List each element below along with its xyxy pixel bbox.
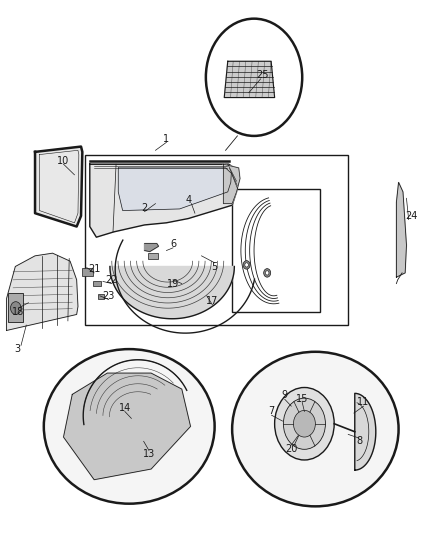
- Bar: [98, 294, 104, 298]
- Text: 6: 6: [170, 239, 176, 249]
- Text: 20: 20: [285, 444, 297, 454]
- Text: 3: 3: [14, 344, 21, 354]
- Text: 4: 4: [185, 195, 191, 205]
- Bar: [8, 293, 23, 322]
- Polygon shape: [90, 164, 239, 237]
- Circle shape: [243, 261, 250, 269]
- Polygon shape: [224, 61, 275, 98]
- Text: 23: 23: [102, 291, 115, 301]
- Circle shape: [206, 19, 302, 136]
- Text: 13: 13: [143, 449, 155, 459]
- Text: 18: 18: [12, 307, 25, 317]
- Text: 11: 11: [357, 398, 370, 407]
- Text: 21: 21: [88, 264, 100, 274]
- Text: 9: 9: [282, 391, 288, 400]
- Circle shape: [264, 269, 271, 277]
- Polygon shape: [110, 266, 234, 319]
- Text: 14: 14: [119, 403, 131, 413]
- Bar: [85, 155, 348, 325]
- Text: 8: 8: [356, 437, 362, 446]
- Circle shape: [245, 263, 248, 267]
- Circle shape: [293, 410, 315, 437]
- Polygon shape: [145, 244, 159, 252]
- Bar: [232, 189, 320, 312]
- Text: 17: 17: [206, 296, 219, 306]
- Text: 22: 22: [106, 275, 118, 285]
- Polygon shape: [223, 164, 240, 204]
- Circle shape: [265, 271, 269, 275]
- Polygon shape: [118, 168, 231, 211]
- Bar: [93, 281, 101, 286]
- Text: 1: 1: [163, 134, 170, 143]
- Text: 25: 25: [257, 70, 269, 79]
- Bar: [82, 268, 93, 276]
- Circle shape: [283, 398, 325, 449]
- Text: 19: 19: [167, 279, 179, 288]
- Polygon shape: [7, 253, 78, 330]
- Bar: [148, 253, 158, 259]
- Circle shape: [11, 302, 21, 314]
- Text: 2: 2: [141, 203, 148, 213]
- Text: 10: 10: [57, 156, 70, 166]
- Circle shape: [275, 387, 334, 460]
- Ellipse shape: [232, 352, 399, 506]
- Text: 15: 15: [296, 394, 308, 403]
- Polygon shape: [396, 182, 406, 277]
- Ellipse shape: [44, 349, 215, 504]
- Text: 24: 24: [406, 211, 418, 221]
- Text: 7: 7: [268, 407, 275, 416]
- Polygon shape: [64, 373, 191, 480]
- Polygon shape: [35, 147, 82, 227]
- Polygon shape: [355, 393, 376, 470]
- Text: 5: 5: [212, 262, 218, 271]
